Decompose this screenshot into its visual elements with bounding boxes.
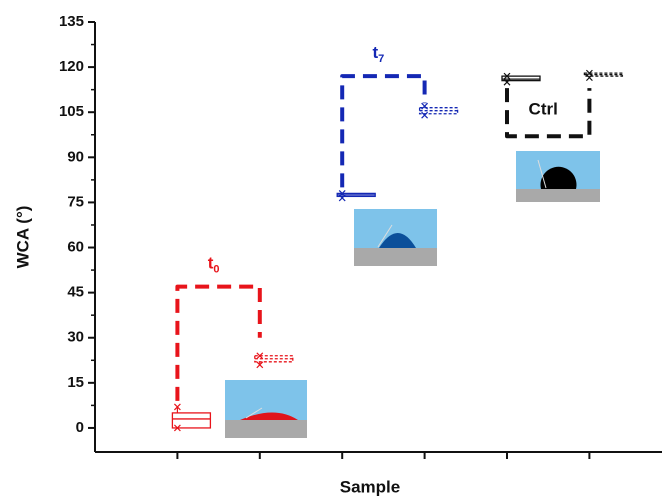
bracket-label-text: Ctrl — [529, 100, 558, 119]
bracket-label-sub: 7 — [378, 53, 384, 65]
box — [172, 413, 210, 428]
y-tick-label: 105 — [59, 103, 84, 120]
bracket-label: t0 — [208, 254, 220, 275]
y-tick-label: 45 — [67, 284, 84, 301]
bracket-label: t7 — [373, 44, 385, 65]
chart: WCA (°) Sample 0 15 30 45 60 75 90 105 120 135 t0 t… — [0, 0, 662, 500]
y-tick-label: 75 — [67, 193, 84, 210]
bracket — [342, 76, 424, 187]
box-group — [502, 73, 540, 85]
y-tick-label: 90 — [67, 148, 84, 165]
inset-photo — [225, 380, 307, 438]
bracket-label-sub: 0 — [213, 264, 219, 276]
y-tick-label: 0 — [76, 419, 84, 436]
x-axis-label: Sample — [340, 477, 400, 496]
y-tick-label: 60 — [67, 238, 84, 255]
bracket-label: Ctrl — [529, 100, 558, 119]
y-tick-label: 120 — [59, 58, 84, 75]
inset-photo — [516, 151, 600, 202]
box-group — [172, 404, 210, 431]
y-tick-label: 135 — [59, 13, 84, 30]
box-group — [337, 190, 375, 201]
y-tick-label: 30 — [67, 329, 84, 346]
box-group — [584, 70, 622, 81]
box-group — [420, 103, 458, 118]
box-group — [255, 353, 293, 368]
inset-photo — [354, 209, 437, 266]
y-tick-label: 15 — [67, 374, 84, 391]
y-axis-label: WCA (°) — [13, 206, 32, 269]
